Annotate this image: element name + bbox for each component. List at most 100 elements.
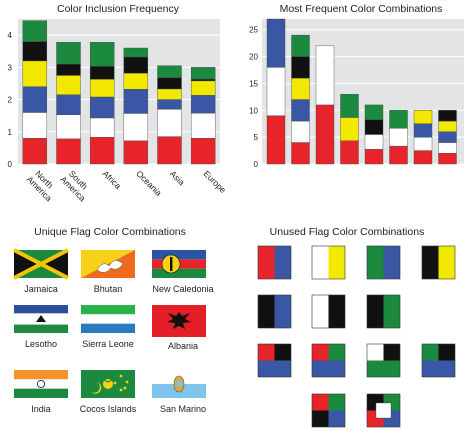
flag-name-label: Bhutan [94,284,123,294]
swatch-quarter [367,344,384,361]
y-tick-label: 25 [249,26,258,35]
flag-stripe [14,379,68,389]
bar-segment-blue [438,131,457,143]
swatch-half [438,246,455,279]
flag-stripe [81,305,135,315]
flag-albania [152,305,206,337]
color-combination-bars [266,18,457,165]
swatch-border [366,393,401,428]
flag-stripe [14,305,68,314]
unused-swatch [311,294,346,329]
y-tick-label: 3 [8,63,13,72]
bar-segment-yellow [190,80,216,96]
unique-flags-grid: Jamaica Bhutan New Caledonia Lesotho Sierra … [13,248,214,414]
flag-stripe [14,370,68,380]
bar-segment-blue [157,99,182,110]
swatch-half [383,246,400,279]
swatch-border [366,294,401,329]
swatch-border [257,294,292,329]
flag-star [119,388,123,392]
flag-hat [36,315,46,322]
bar-segment-blue [266,18,286,68]
y-tick-label: 2 [8,96,13,105]
x-tick-label-group: Asia [168,168,187,187]
flag-crescent [91,382,102,394]
bar-segment-red [315,104,335,165]
bar-segment-red [123,140,149,165]
unused-swatch [366,294,401,329]
bar-segment-green [89,42,115,67]
swatch-border [366,245,401,280]
unused-swatch [311,343,346,378]
bar-segment-red [389,145,408,165]
bar-segment-green [364,104,384,120]
flag-dragon [96,260,124,273]
swatch-border [257,343,292,378]
swatch-half [274,246,291,279]
bar-segment-yellow [157,88,182,100]
x-tick-label-group: Africa [101,168,124,191]
flag-stripe [152,250,206,260]
unused-swatch [311,245,346,280]
flag-triangle [41,250,68,278]
swatch-quarter [328,410,345,427]
swatch-border [257,245,292,280]
swatch-half [328,295,345,328]
swatch-quarter [312,394,329,411]
flag-name-label: New Caledonia [152,284,213,294]
color-inclusion-bars [22,20,216,165]
swatch-bottom [312,360,345,377]
bar-segment-white [291,120,310,143]
unique-flags-title: Unique Flag Color Combinations [34,226,186,238]
flag-new-caledonia [152,250,206,278]
swatch-quarter [328,394,345,411]
y-tick-label: 5 [254,133,259,142]
flag-lesotho [14,305,68,333]
flag-palm [101,378,115,383]
swatch-half [422,246,439,279]
flag-name-label: Cocos Islands [80,404,137,414]
flag-stripe [14,324,68,333]
x-tick-label: Asia [168,168,187,187]
swatch-quarter [422,344,439,361]
swatch-quarter [258,344,275,361]
unused-swatch [421,245,456,280]
bar-segment-yellow [56,75,81,95]
swatch-half [328,246,345,279]
y-tick-label: 20 [249,53,258,62]
bar-segment-yellow [22,60,48,87]
bar-segment-black [89,66,115,80]
y-tick-label: 15 [249,79,258,88]
x-tick-label: Oceania [134,168,164,198]
bar-segment-white [438,142,457,154]
unused-swatch [257,245,292,280]
color-inclusion-plot-area [18,19,220,164]
bar-segment-white [56,114,81,140]
flag-wheel [36,379,46,389]
swatch-border [421,343,456,378]
flag-name-label: Albania [168,341,198,351]
bar-segment-green [56,42,81,65]
color-inclusion-title: Color Inclusion Frequency [57,3,180,15]
bar-segment-yellow [89,79,115,98]
bar-segment-yellow [340,117,359,141]
swatch-border [366,343,401,378]
bar-segment-white [89,117,115,138]
bar-segment-blue [123,89,149,114]
swatch-half [312,295,329,328]
color-combination-y-ticks: 0 5 10 15 20 25 [249,26,258,169]
bar-segment-black [56,63,81,76]
swatch-bottom [367,360,400,377]
flag-disc [103,379,113,389]
flag-san-marino [152,370,206,398]
swatch-bottom [422,360,455,377]
flag-saltire [13,248,69,280]
unused-combinations-section: Unused Flag Color Combinations [257,226,456,428]
unused-swatch [311,393,346,428]
bar-segment-red [266,115,286,165]
flag-name-label: Lesotho [25,339,57,349]
bar-segment-green [157,65,182,78]
bar-segment-red [22,138,48,165]
bar-segment-blue [22,86,48,113]
